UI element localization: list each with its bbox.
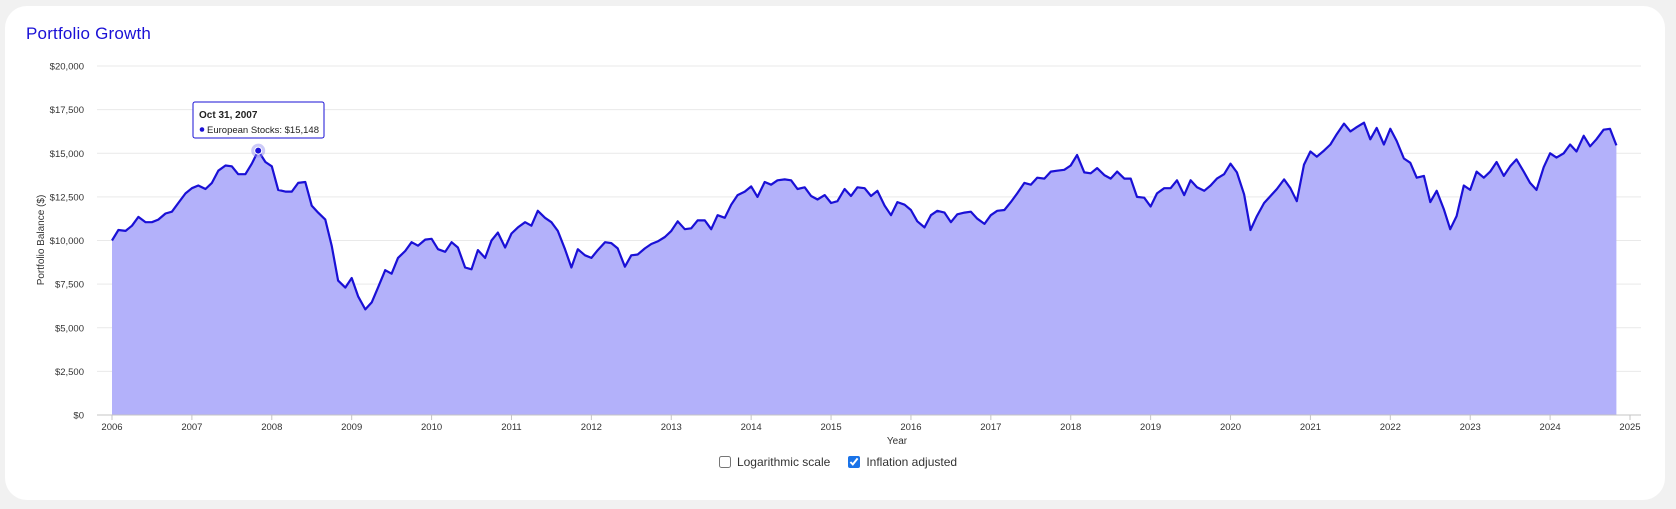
tooltip-series-value: European Stocks: $15,148: [207, 125, 319, 136]
inflation-adjusted-label: Inflation adjusted: [866, 455, 958, 469]
tooltip-series-bullet: [199, 127, 205, 132]
y-tick-label: $0: [73, 411, 84, 422]
series-area-european-stocks: [112, 122, 1617, 415]
y-tick-label: $17,500: [50, 105, 84, 116]
y-tick-label: $10,000: [50, 236, 84, 247]
x-tick-label: 2013: [661, 422, 682, 433]
x-tick-label: 2021: [1300, 422, 1321, 433]
x-tick-label: 2015: [820, 422, 841, 433]
tooltip-separator: :: [279, 125, 284, 136]
log-scale-checkbox[interactable]: [718, 456, 731, 468]
x-tick-label: 2012: [581, 422, 602, 433]
x-tick-label: 2017: [980, 422, 1001, 433]
x-tick-label: 2018: [1060, 422, 1081, 433]
inflation-adjusted-option[interactable]: Inflation adjusted: [848, 455, 957, 469]
inflation-adjusted-checkbox[interactable]: [848, 456, 861, 468]
tooltip-box: [192, 101, 325, 139]
x-axis-ticks: 2006 2007 2008 2009 2010 2011 2012 2013 2014 2015…: [101, 415, 1641, 433]
x-tick-label: 2024: [1540, 422, 1561, 433]
x-tick-label: 2011: [501, 422, 521, 433]
y-tick-label: $2,500: [55, 367, 84, 378]
tooltip-series-name: European Stocks: [207, 125, 280, 136]
tooltip-date: Oct 31, 2007: [199, 110, 258, 121]
x-tick-label: 2020: [1220, 422, 1241, 433]
log-scale-label: Logarithmic scale: [736, 455, 831, 469]
x-tick-label: 2006: [101, 422, 122, 433]
x-tick-label: 2023: [1460, 422, 1481, 433]
y-tick-label: $12,500: [50, 192, 84, 203]
x-tick-label: 2025: [1619, 422, 1640, 433]
x-tick-label: 2009: [341, 422, 362, 433]
y-tick-label: $7,500: [55, 280, 84, 291]
panel-title: Portfolio Growth: [26, 24, 152, 43]
x-tick-label: 2014: [741, 422, 762, 433]
y-tick-label: $15,000: [50, 149, 84, 160]
tooltip-value: $15,148: [285, 125, 319, 136]
x-tick-label: 2007: [181, 422, 202, 433]
y-tick-label: $20,000: [50, 62, 84, 73]
x-tick-label: 2016: [900, 422, 921, 433]
x-tick-label: 2019: [1140, 422, 1161, 433]
y-tick-label: $5,000: [55, 323, 84, 334]
x-axis-label: Year: [887, 436, 908, 447]
x-tick-label: 2022: [1380, 422, 1401, 433]
y-axis-label: Portfolio Balance ($): [36, 195, 47, 286]
log-scale-option[interactable]: Logarithmic scale: [718, 455, 831, 469]
series-line-european-stocks[interactable]: [111, 121, 1618, 311]
x-tick-label: 2010: [421, 422, 442, 433]
chart-options: Logarithmic scale Inflation adjusted: [0, 455, 1676, 469]
y-axis-ticks: $0 $2,500 $5,000 $7,500 $10,000 $12,500 $15,00…: [50, 62, 84, 422]
tooltip: Oct 31, 2007 European Stocks: $15,148: [192, 101, 325, 158]
x-tick-label: 2008: [261, 422, 282, 433]
hover-point[interactable]: [254, 146, 263, 155]
